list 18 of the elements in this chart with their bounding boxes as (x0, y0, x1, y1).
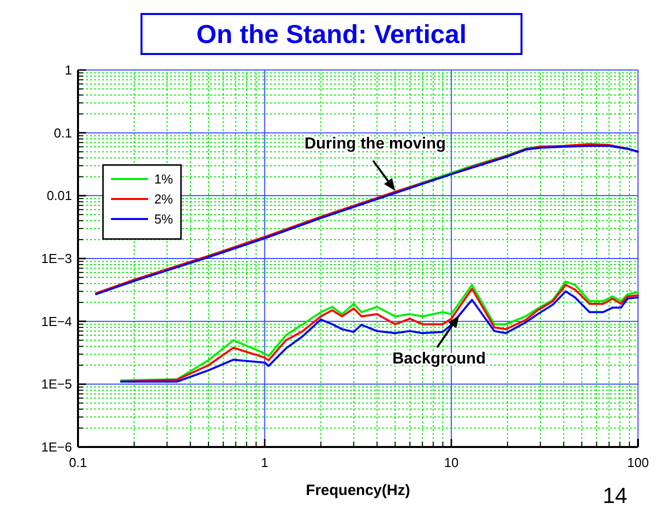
chart-title: On the Stand: Vertical (196, 19, 467, 49)
legend-label: 5% (154, 212, 174, 227)
annotation: During the moving (304, 136, 446, 153)
y-tick-label: 0.01 (46, 188, 72, 204)
y-tick-label: 1E−5 (41, 376, 72, 392)
legend-label: 1% (154, 172, 174, 187)
text: 14 (602, 483, 628, 508)
y-tick-label: 0.1 (54, 125, 72, 140)
x-tick-label: 100 (627, 455, 649, 470)
y-tick-label: 1 (64, 62, 72, 78)
x-tick-label: 1 (261, 455, 268, 470)
y-tick-label: 1E−4 (41, 314, 72, 329)
y-tick-label: 1E−3 (41, 251, 72, 266)
y-tick-label: 1E−6 (41, 440, 72, 455)
legend-label: 2% (154, 192, 174, 207)
x-tick-label: 0.1 (68, 455, 88, 470)
x-tick-label: 10 (444, 455, 459, 470)
x-axis-title: Frequency(Hz) (306, 482, 410, 499)
